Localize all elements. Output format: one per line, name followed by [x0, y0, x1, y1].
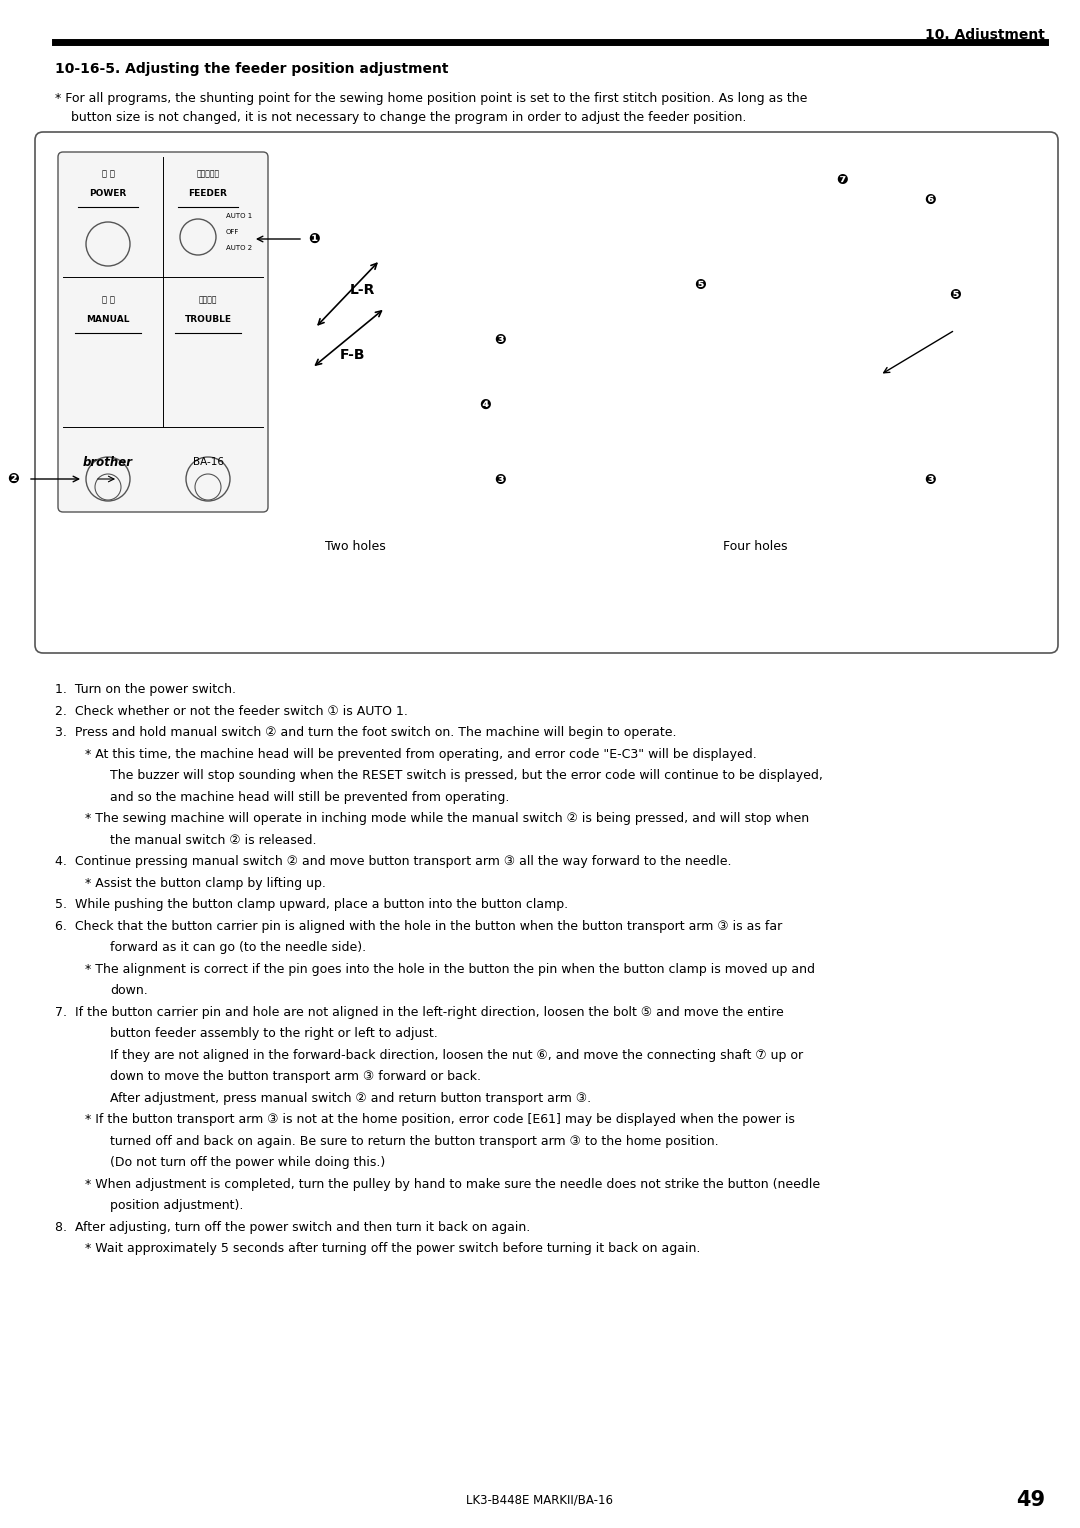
- Text: ❺: ❺: [949, 287, 961, 303]
- Text: button size is not changed, it is not necessary to change the program in order t: button size is not changed, it is not ne…: [67, 112, 746, 124]
- Text: 6.  Check that the button carrier pin is aligned with the hole in the button whe: 6. Check that the button carrier pin is …: [55, 920, 782, 932]
- Text: 1.  Turn on the power switch.: 1. Turn on the power switch.: [55, 683, 237, 695]
- Text: 3.  Press and hold manual switch ② and turn the foot switch on. The machine will: 3. Press and hold manual switch ② and tu…: [55, 726, 676, 740]
- Text: POWER: POWER: [90, 189, 126, 199]
- Text: OFF: OFF: [226, 229, 240, 235]
- Text: forward as it can go (to the needle side).: forward as it can go (to the needle side…: [110, 941, 366, 953]
- Text: AUTO 2: AUTO 2: [226, 244, 252, 251]
- Text: If they are not aligned in the forward-back direction, loosen the nut ⑥, and mov: If they are not aligned in the forward-b…: [110, 1048, 804, 1062]
- Text: FEEDER: FEEDER: [189, 189, 228, 199]
- Text: down.: down.: [110, 984, 148, 996]
- Text: ❺: ❺: [694, 278, 706, 292]
- Text: ❸: ❸: [495, 333, 505, 347]
- Text: 手 動: 手 動: [102, 295, 114, 304]
- Text: BA-16: BA-16: [193, 457, 224, 468]
- Text: トラブル: トラブル: [199, 295, 217, 304]
- Text: ❸: ❸: [495, 474, 505, 487]
- Text: ❻: ❻: [924, 193, 936, 206]
- Text: 10. Adjustment: 10. Adjustment: [926, 28, 1045, 41]
- Text: (Do not turn off the power while doing this.): (Do not turn off the power while doing t…: [110, 1157, 386, 1169]
- Text: down to move the button transport arm ③ forward or back.: down to move the button transport arm ③ …: [110, 1070, 481, 1083]
- Text: ❼: ❼: [836, 173, 848, 186]
- Text: * For all programs, the shunting point for the sewing home position point is set: * For all programs, the shunting point f…: [55, 92, 808, 105]
- Text: 8.  After adjusting, turn off the power switch and then turn it back on again.: 8. After adjusting, turn off the power s…: [55, 1221, 530, 1233]
- Text: * When adjustment is completed, turn the pulley by hand to make sure the needle : * When adjustment is completed, turn the…: [85, 1178, 820, 1190]
- Text: The buzzer will stop sounding when the RESET switch is pressed, but the error co: The buzzer will stop sounding when the R…: [110, 769, 823, 782]
- FancyBboxPatch shape: [58, 151, 268, 512]
- Text: ❹: ❹: [480, 397, 491, 413]
- Text: L-R: L-R: [350, 283, 376, 296]
- Text: and so the machine head will still be prevented from operating.: and so the machine head will still be pr…: [110, 790, 510, 804]
- Text: * If the button transport arm ③ is not at the home position, error code [E61] ma: * If the button transport arm ③ is not a…: [85, 1112, 795, 1126]
- Text: * The alignment is correct if the pin goes into the hole in the button the pin w: * The alignment is correct if the pin go…: [85, 963, 815, 975]
- Text: After adjustment, press manual switch ② and return button transport arm ③.: After adjustment, press manual switch ② …: [110, 1091, 591, 1105]
- Text: * The sewing machine will operate in inching mode while the manual switch ② is b: * The sewing machine will operate in inc…: [85, 811, 809, 825]
- Text: Two holes: Two holes: [325, 539, 386, 553]
- Text: turned off and back on again. Be sure to return the button transport arm ③ to th: turned off and back on again. Be sure to…: [110, 1134, 718, 1148]
- Text: ❶: ❶: [308, 232, 320, 246]
- Text: 2.  Check whether or not the feeder switch ① is AUTO 1.: 2. Check whether or not the feeder switc…: [55, 704, 408, 718]
- Text: button feeder assembly to the right or left to adjust.: button feeder assembly to the right or l…: [110, 1027, 437, 1041]
- Text: フィーダー: フィーダー: [197, 170, 219, 177]
- Text: * At this time, the machine head will be prevented from operating, and error cod: * At this time, the machine head will be…: [85, 747, 757, 761]
- Text: * Wait approximately 5 seconds after turning off the power switch before turning: * Wait approximately 5 seconds after tur…: [85, 1242, 700, 1254]
- Text: 5.  While pushing the button clamp upward, place a button into the button clamp.: 5. While pushing the button clamp upward…: [55, 898, 568, 911]
- Text: the manual switch ② is released.: the manual switch ② is released.: [110, 833, 316, 847]
- FancyBboxPatch shape: [35, 131, 1058, 652]
- Text: position adjustment).: position adjustment).: [110, 1199, 243, 1212]
- Text: Four holes: Four holes: [723, 539, 787, 553]
- Text: 49: 49: [1016, 1490, 1045, 1510]
- Text: MANUAL: MANUAL: [86, 315, 130, 324]
- Text: LK3-B448E MARKII/BA-16: LK3-B448E MARKII/BA-16: [467, 1493, 613, 1507]
- Text: 電 源: 電 源: [102, 170, 114, 177]
- Text: 7.  If the button carrier pin and hole are not aligned in the left-right directi: 7. If the button carrier pin and hole ar…: [55, 1005, 784, 1019]
- Text: 10-16-5. Adjusting the feeder position adjustment: 10-16-5. Adjusting the feeder position a…: [55, 63, 448, 76]
- Text: ❷: ❷: [8, 472, 18, 486]
- Text: F-B: F-B: [340, 348, 365, 362]
- Text: ❸: ❸: [924, 474, 936, 487]
- Text: TROUBLE: TROUBLE: [185, 315, 231, 324]
- Text: AUTO 1: AUTO 1: [226, 212, 253, 219]
- Text: brother: brother: [83, 455, 133, 469]
- Text: * Assist the button clamp by lifting up.: * Assist the button clamp by lifting up.: [85, 877, 326, 889]
- Text: 4.  Continue pressing manual switch ② and move button transport arm ③ all the wa: 4. Continue pressing manual switch ② and…: [55, 856, 731, 868]
